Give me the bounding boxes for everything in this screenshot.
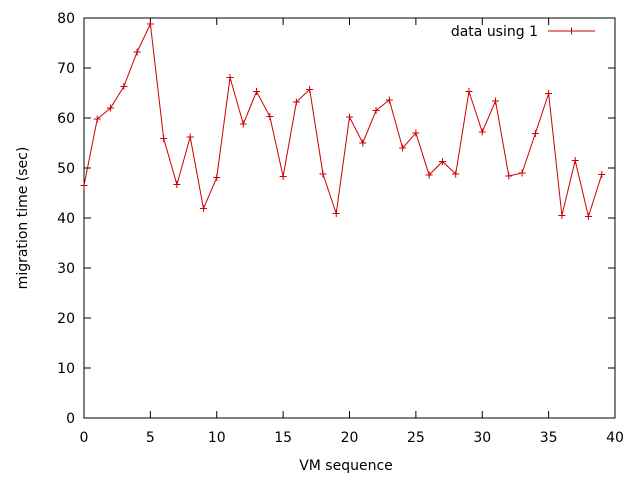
legend-marker [568,27,575,35]
y-tick-label: 60 [57,111,75,127]
data-point [146,20,154,28]
data-point [173,181,181,188]
plot-frame [83,17,616,419]
data-point [558,212,566,219]
x-tick-label: 15 [274,430,292,446]
data-point [253,88,261,95]
x-tick-label: 35 [540,430,558,446]
data-point [213,174,221,181]
y-tick-label: 0 [66,411,75,427]
data-point [120,83,128,90]
legend-point-marker [568,27,575,35]
x-axis-ticks: 0 5 10 15 20 25 30 35 40 [80,18,624,446]
y-tick-label: 40 [57,211,75,227]
data-point [346,113,353,121]
y-axis-label: migration time (sec) [15,147,31,290]
y-axis-ticks: 0 10 20 30 40 50 60 70 80 [57,11,615,427]
y-tick-label: 80 [57,11,75,27]
data-point [425,171,433,179]
data-point [571,157,579,164]
data-point [465,88,473,95]
data-point [292,98,300,106]
y-tick-label: 20 [57,311,75,327]
x-tick-label: 5 [146,430,155,446]
data-point [80,182,88,189]
data-point [584,213,592,220]
y-tick-label: 10 [57,361,75,377]
x-tick-label: 40 [606,430,624,446]
data-point [199,205,207,212]
legend-label: data using 1 [451,24,538,40]
data-point [505,172,513,180]
x-tick-label: 30 [473,430,491,446]
data-point [279,173,287,180]
data-point [531,130,539,137]
data-point [332,210,340,217]
y-tick-label: 30 [57,261,75,277]
data-point [412,129,420,137]
y-tick-label: 50 [57,161,75,177]
data-point [93,115,101,123]
data-point [239,120,247,128]
x-tick-label: 20 [341,430,359,446]
data-point [545,90,553,97]
data-point [319,170,327,178]
series-line [83,22,603,219]
data-point [478,128,486,136]
x-tick-label: 25 [407,430,425,446]
data-point [133,48,141,56]
data-point [107,104,115,112]
x-tick-label: 10 [208,430,226,446]
series-data-using-1 [80,20,606,220]
data-point [385,96,393,104]
data-point [452,170,460,178]
x-axis-label: VM sequence [299,458,393,474]
data-point [492,97,500,105]
data-point [306,86,314,93]
data-point [160,135,168,142]
data-point [438,158,446,165]
data-point [266,113,274,120]
data-point [598,171,606,178]
data-point [372,107,380,114]
legend: data using 1 [451,24,595,40]
data-point [226,74,234,81]
data-point [186,133,194,141]
y-tick-label: 70 [57,61,75,77]
data-point [399,144,407,152]
data-point [518,169,526,177]
x-tick-label: 0 [80,430,89,446]
data-point [359,139,367,147]
